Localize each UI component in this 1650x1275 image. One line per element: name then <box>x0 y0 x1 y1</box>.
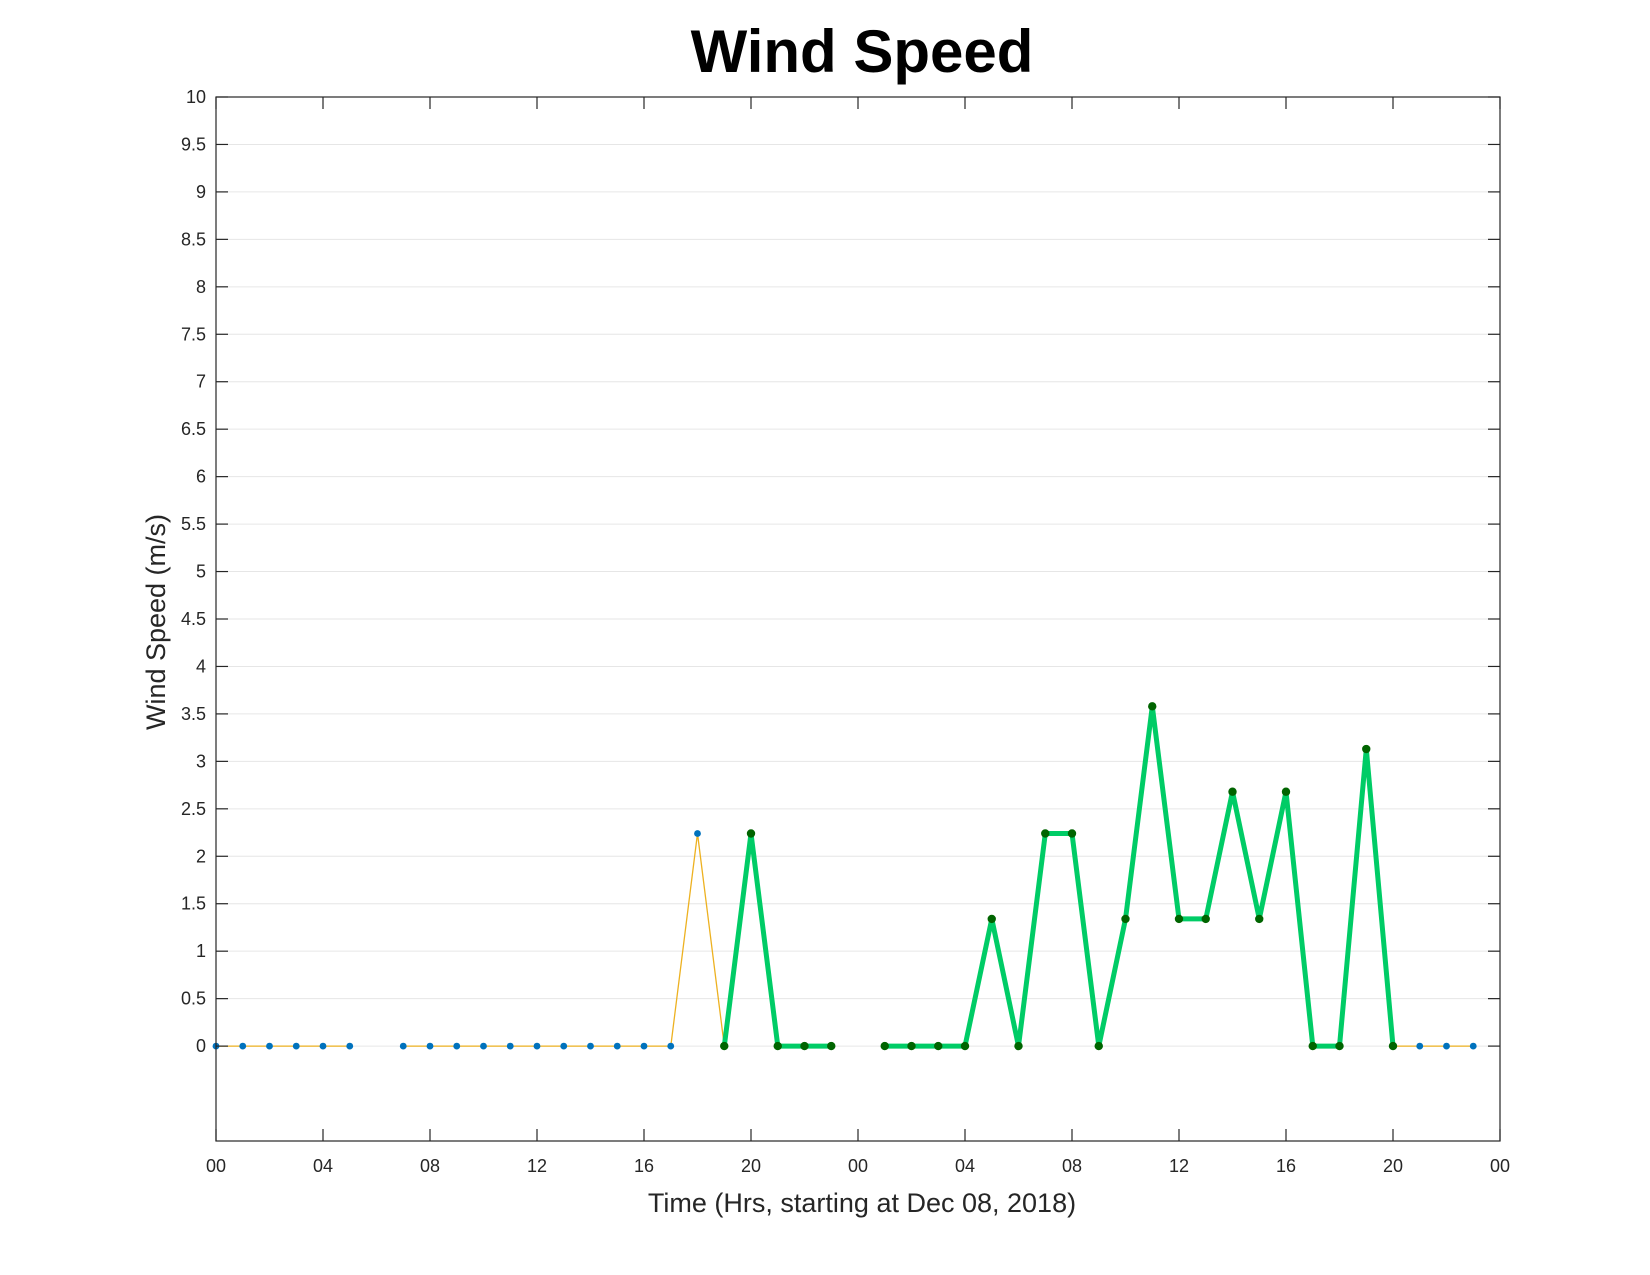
series-2-point <box>1281 787 1291 796</box>
y-tick-label: 0 <box>196 1036 206 1056</box>
x-tick-label: 12 <box>1169 1156 1189 1176</box>
series-2 <box>720 702 1398 1051</box>
y-tick-label: 5 <box>196 562 206 582</box>
series-1-point <box>613 1042 621 1050</box>
series-2-point <box>746 829 756 838</box>
y-tick-label: 1 <box>196 941 206 961</box>
axis-ticks <box>215 96 1501 1141</box>
y-tick-label: 2 <box>196 846 206 866</box>
series-2-point <box>1067 829 1077 838</box>
series-2-point <box>1174 914 1184 924</box>
series-1-point <box>426 1042 434 1050</box>
series-2-point <box>1388 1041 1398 1051</box>
series-2-point <box>1362 744 1371 754</box>
series-2-point <box>827 1041 836 1051</box>
y-tick-label: 8 <box>196 277 206 297</box>
x-tick-label: 12 <box>527 1156 547 1176</box>
y-tick-label: 5.5 <box>181 514 206 534</box>
series-2-point <box>907 1041 916 1051</box>
x-tick-label: 20 <box>741 1156 761 1176</box>
series-2-line <box>884 705 1396 1049</box>
series-1-point <box>480 1042 487 1050</box>
series-2-point <box>987 914 996 924</box>
series-2-point <box>1335 1041 1344 1051</box>
series-1-point <box>506 1042 514 1050</box>
y-tick-label: 4.5 <box>181 609 206 629</box>
series-2-point <box>1228 787 1237 796</box>
series-1-point <box>266 1042 273 1050</box>
series-2-point <box>1014 1041 1023 1051</box>
series-2-point <box>1041 829 1050 838</box>
y-tick-label: 4 <box>196 656 206 676</box>
y-tick-label: 1.5 <box>181 894 206 914</box>
x-tick-label: 16 <box>634 1156 654 1176</box>
series-1-point <box>694 830 701 837</box>
x-tick-label: 08 <box>420 1156 440 1176</box>
y-tick-label: 2.5 <box>181 799 206 819</box>
y-tick-label: 6.5 <box>181 419 206 439</box>
series-1-point <box>1469 1042 1477 1050</box>
series-1-point <box>239 1042 247 1050</box>
x-tick-label: 00 <box>1490 1156 1510 1176</box>
x-tick-label: 08 <box>1062 1156 1082 1176</box>
series-1-point <box>292 1042 300 1050</box>
series-2-point <box>1201 914 1210 924</box>
series-2-point <box>934 1041 943 1051</box>
chart-title: Wind Speed <box>691 18 1034 85</box>
x-tick-label: 00 <box>206 1156 226 1176</box>
series-1-line <box>403 833 725 1047</box>
y-axis-label: Wind Speed (m/s) <box>141 514 171 730</box>
series-2-point <box>960 1041 970 1051</box>
series-2-point <box>720 1041 729 1051</box>
series-1 <box>212 830 1477 1050</box>
y-tick-label: 9.5 <box>181 134 206 154</box>
y-tick-label: 3 <box>196 751 206 771</box>
series-2-point <box>1121 914 1130 924</box>
series-1-point <box>533 1042 541 1050</box>
series-1-point <box>1416 1042 1424 1050</box>
x-axis-label: Time (Hrs, starting at Dec 08, 2018) <box>648 1188 1076 1218</box>
series-layer <box>212 702 1477 1051</box>
y-tick-label: 7.5 <box>181 324 206 344</box>
x-tick-label: 20 <box>1383 1156 1403 1176</box>
series-1-point <box>640 1042 648 1050</box>
series-2-point <box>800 1041 809 1051</box>
series-1-point <box>453 1042 461 1050</box>
series-1-point <box>346 1042 354 1050</box>
series-2-point <box>1148 702 1157 711</box>
y-tick-label: 7 <box>196 372 206 392</box>
x-tick-label: 04 <box>313 1156 333 1176</box>
series-2-line <box>721 833 832 1049</box>
series-2-point <box>1094 1041 1103 1051</box>
series-1-point <box>399 1042 407 1050</box>
series-2-point <box>1308 1041 1317 1051</box>
y-tick-label: 9 <box>196 182 206 202</box>
series-1-point <box>319 1042 327 1050</box>
y-tick-label: 0.5 <box>181 989 206 1009</box>
grid-lines <box>216 96 1500 1047</box>
series-2-point <box>773 1041 782 1051</box>
y-tick-labels: 0 0.5 1 1.5 2 2.5 3 3.5 4 4.5 5 5.5 6 6.5 7 7.5 8 8.5 9 9.5… <box>181 87 206 1056</box>
series-1-point <box>1443 1042 1450 1050</box>
y-tick-label: 3.5 <box>181 704 206 724</box>
y-tick-label: 6 <box>196 467 206 487</box>
x-tick-labels: 00 04 08 12 16 20 00 04 08 12 16 20 00 <box>206 1156 1510 1176</box>
series-2-point <box>1255 914 1264 924</box>
series-1-point <box>587 1042 594 1050</box>
x-tick-label: 16 <box>1276 1156 1296 1176</box>
x-tick-label: 00 <box>848 1156 868 1176</box>
x-tick-label: 04 <box>955 1156 975 1176</box>
series-2-point <box>880 1041 889 1051</box>
series-1-point <box>667 1042 675 1050</box>
y-tick-label: 10 <box>186 87 206 107</box>
y-tick-label: 8.5 <box>181 229 206 249</box>
series-1-point <box>560 1042 568 1050</box>
